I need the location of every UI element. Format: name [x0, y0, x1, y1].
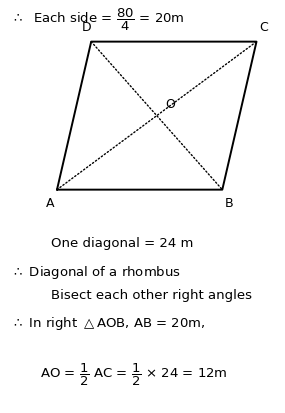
Text: $\therefore$ In right $\triangle$AOB, AB = 20m,: $\therefore$ In right $\triangle$AOB, AB… [11, 315, 206, 332]
Text: C: C [259, 21, 268, 33]
Text: Bisect each other right angles: Bisect each other right angles [51, 290, 252, 302]
Text: $\therefore$  Each side = $\dfrac{80}{4}$ = 20m: $\therefore$ Each side = $\dfrac{80}{4}$… [11, 7, 185, 33]
Text: A: A [46, 197, 54, 209]
Text: $\therefore$ Diagonal of a rhombus: $\therefore$ Diagonal of a rhombus [11, 264, 181, 281]
Text: One diagonal = 24 m: One diagonal = 24 m [51, 237, 194, 250]
Text: B: B [225, 197, 234, 209]
Text: O: O [165, 98, 175, 111]
Text: D: D [82, 21, 92, 33]
Text: AO = $\dfrac{1}{2}$ AC = $\dfrac{1}{2}$ $\times$ 24 = 12m: AO = $\dfrac{1}{2}$ AC = $\dfrac{1}{2}$ … [40, 362, 227, 388]
